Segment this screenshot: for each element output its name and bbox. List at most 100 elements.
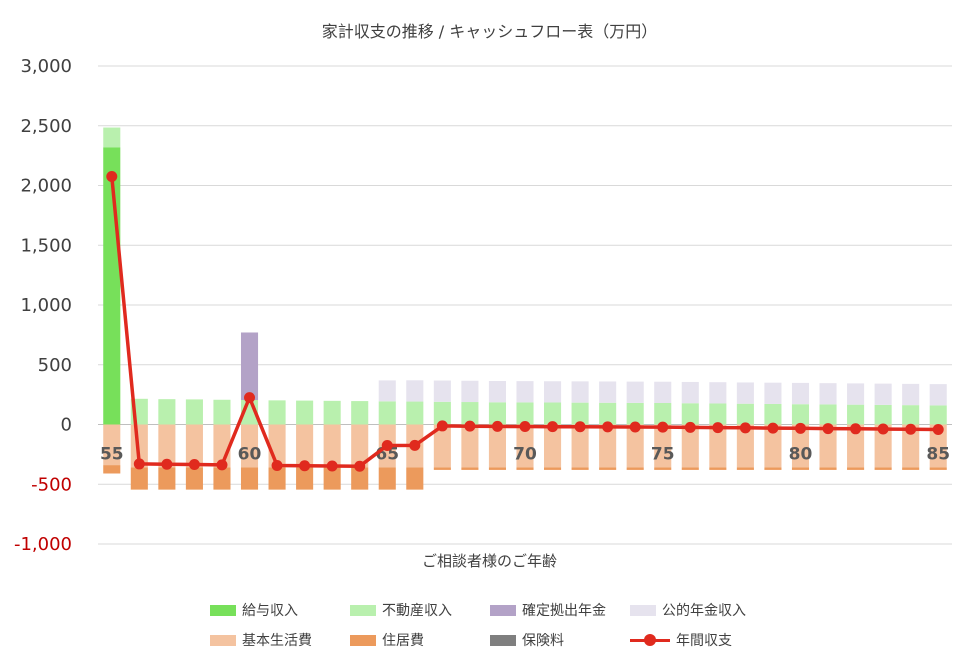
net-line-point: [299, 460, 311, 472]
bar-segment: [902, 405, 920, 425]
y-tick-label: 2,500: [20, 116, 72, 137]
net-line-point: [491, 420, 503, 432]
legend-item-housing: 住居費: [350, 630, 490, 650]
bar-segment: [929, 405, 947, 425]
legend-swatch-dc-pension: [490, 604, 516, 616]
bar-segment: [268, 467, 286, 490]
bar-segment: [130, 467, 148, 490]
bar-segment: [929, 467, 947, 470]
bar-segment: [296, 467, 314, 490]
bar-segment: [709, 424, 727, 468]
bar-segment: [874, 424, 892, 468]
bar-segment: [185, 399, 203, 425]
bar-segment: [488, 467, 506, 470]
bar-segment: [626, 424, 644, 468]
bar-segment: [791, 382, 810, 405]
legend-item-salary: 給与収入: [210, 600, 350, 620]
bar-segment: [378, 380, 396, 402]
y-tick-label: 2,000: [20, 176, 72, 197]
net-line-point: [602, 421, 614, 433]
bar-segment: [516, 381, 534, 403]
legend-swatch-salary: [210, 604, 236, 616]
y-tick-label: 1,500: [20, 235, 72, 256]
bar-segment: [103, 424, 121, 466]
bar-segment: [296, 424, 314, 468]
bar-segment: [709, 467, 727, 470]
bar-segment: [103, 127, 121, 148]
bar-segment: [764, 467, 782, 470]
legend-item-realestate: 不動産収入: [350, 600, 490, 620]
bar-segment: [323, 424, 341, 468]
y-tick-labels: 3,000 2,500 2,000 1,500 1,000 500 0 -500 -1,000: [14, 56, 72, 555]
bar-segment: [902, 424, 920, 468]
net-line-point: [354, 460, 366, 472]
legend-swatch-net: [630, 633, 670, 647]
bar-segment: [488, 402, 506, 425]
bar-segment: [791, 467, 810, 470]
bar-segment: [240, 467, 259, 490]
bar-segment: [902, 383, 920, 406]
bar-segment: [681, 381, 699, 404]
bar-segment: [544, 381, 562, 403]
bar-segment: [599, 381, 617, 403]
bar-segment: [571, 424, 589, 468]
bar-segment: [681, 403, 699, 425]
bar-segment: [461, 467, 479, 470]
legend-label-net: 年間収支: [676, 633, 732, 649]
bar-segment: [488, 381, 506, 403]
bar-segment: [764, 403, 782, 425]
y-tick-label: -1,000: [14, 534, 72, 555]
bar-segment: [599, 424, 617, 468]
x-axis-label: ご相談者様のご年齢: [421, 552, 557, 570]
bar-segment: [764, 424, 782, 468]
net-line-point: [464, 420, 476, 432]
bar-segment: [351, 424, 369, 468]
net-line-point: [519, 421, 531, 433]
bar-segment: [736, 467, 754, 470]
x-tick-label: 80: [789, 445, 813, 465]
bar-segment: [626, 381, 644, 403]
legend-item-living: 基本生活費: [210, 630, 350, 650]
bar-segment: [378, 401, 396, 425]
bar-segment: [323, 467, 341, 490]
legend-label-dc-pension: 確定拠出年金: [522, 603, 606, 619]
bar-segment: [874, 404, 892, 425]
bar-segment: [599, 402, 617, 425]
bar-segment: [323, 400, 341, 425]
x-tick-label: 75: [651, 445, 675, 465]
bar-segment: [240, 424, 259, 468]
bar-segment: [681, 467, 699, 470]
bar-segment: [626, 467, 644, 470]
bar-segment: [158, 424, 176, 468]
legend-item-net: 年間収支: [630, 630, 770, 650]
bar-segment: [654, 402, 672, 425]
net-line-point: [822, 423, 834, 435]
bar-segment: [296, 400, 314, 425]
net-line-point: [188, 459, 200, 471]
bar-segment: [433, 380, 451, 402]
bars: [103, 127, 947, 490]
chart-title: 家計収支の推移 / キャッシュフロー表（万円）: [321, 22, 658, 41]
bar-segment: [461, 424, 479, 468]
bar-segment: [736, 403, 754, 425]
bar-segment: [516, 467, 534, 470]
bar-segment: [433, 401, 451, 425]
bar-segment: [791, 404, 810, 425]
bar-segment: [406, 380, 424, 402]
bar-segment: [736, 424, 754, 468]
bar-segment: [847, 404, 865, 425]
y-tick-label: 1,000: [20, 295, 72, 316]
bar-segment: [378, 467, 396, 490]
bar-segment: [213, 467, 231, 490]
net-line-point: [133, 458, 145, 470]
bar-segment: [847, 424, 865, 468]
net-line-point: [244, 392, 256, 404]
bar-segment: [571, 402, 589, 425]
bar-segment: [599, 467, 617, 470]
net-line-point: [326, 460, 338, 472]
bar-segment: [158, 467, 176, 490]
bar-segment: [626, 402, 644, 425]
bar-segment: [847, 467, 865, 470]
legend-label-public-pension: 公的年金収入: [662, 603, 746, 619]
